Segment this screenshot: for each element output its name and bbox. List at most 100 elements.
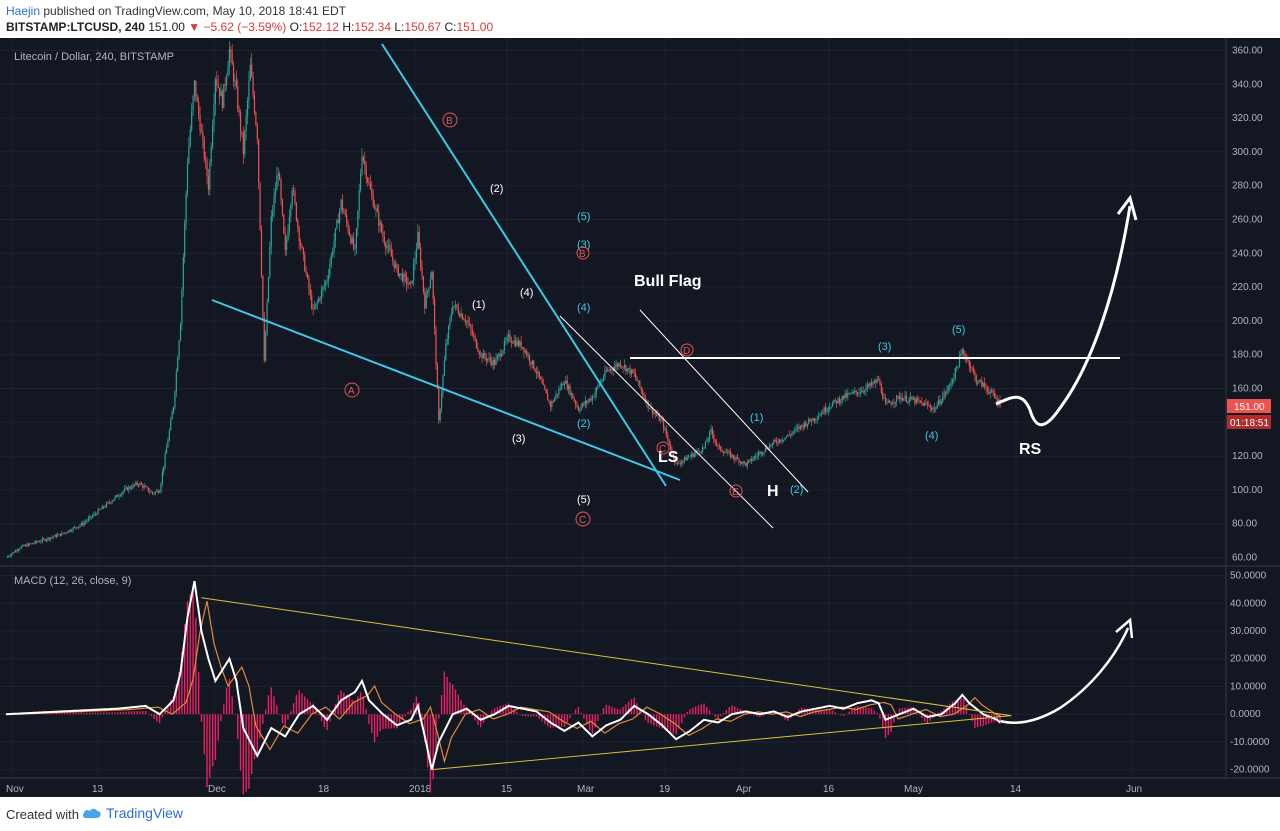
macd-histogram-bar [161, 714, 164, 718]
candle-body [778, 439, 781, 443]
candle-body [932, 408, 934, 410]
candle-body [178, 340, 180, 358]
macd-histogram-bar [870, 708, 873, 715]
macd-histogram-bar [516, 711, 518, 715]
candle-body [428, 287, 430, 291]
candle-body [771, 442, 774, 446]
macd-histogram-bar [351, 699, 353, 715]
macd-histogram-bar [895, 713, 898, 715]
macd-histogram-bar [460, 699, 462, 715]
candle-body [661, 419, 663, 421]
candle-body [418, 231, 420, 248]
candle-body [678, 462, 680, 464]
candle-body [129, 486, 131, 489]
candle-body [212, 125, 214, 148]
candle-body [10, 553, 13, 556]
candle-body [573, 398, 575, 401]
candle-body [196, 97, 198, 102]
candle-body [480, 353, 482, 355]
candle-body [420, 247, 422, 267]
macd-histogram-bar [960, 695, 962, 715]
candle-body [555, 394, 557, 398]
macd-histogram-bar [273, 696, 275, 715]
macd-histogram-bar [521, 714, 524, 717]
countdown-badge-text: 01:18:51 [1230, 418, 1269, 429]
wave-cyan-1: (1) [750, 412, 763, 424]
chart-area[interactable]: 60.0080.00100.00120.00140.00160.00180.00… [0, 38, 1280, 797]
chart-canvas[interactable]: 60.0080.00100.00120.00140.00160.00180.00… [0, 38, 1280, 797]
time-tick-label: 16 [823, 784, 835, 795]
candle-body [547, 393, 549, 401]
candle-body [981, 380, 983, 387]
price-tick-label: 180.00 [1232, 350, 1263, 361]
candle-body [193, 80, 196, 97]
author-link[interactable]: Haejin [6, 4, 41, 18]
candle-body [953, 378, 955, 380]
macd-histogram-bar [61, 712, 63, 715]
macd-histogram-bar [323, 714, 326, 728]
candle-body [422, 276, 425, 292]
macd-histogram-bar [100, 712, 102, 715]
candle-body [132, 484, 134, 489]
macd-histogram-bar [91, 712, 94, 715]
macd-histogram-bar [577, 707, 580, 715]
candle-body [968, 360, 970, 367]
macd-histogram-bar [627, 701, 630, 715]
candle-body [566, 380, 568, 390]
candle-body [294, 191, 296, 203]
candle-body [777, 442, 779, 444]
candle-body [979, 380, 982, 381]
candle-body [738, 458, 740, 463]
label-head: H [767, 483, 779, 500]
candle-body [815, 419, 817, 421]
candle-body [157, 490, 159, 493]
wave-white-4: (4) [520, 287, 533, 299]
candle-body [679, 463, 681, 465]
candle-body [662, 420, 665, 429]
macd-tick-label: 40.0000 [1230, 598, 1267, 609]
tradingview-brand[interactable]: TradingView [82, 805, 183, 821]
candle-body [688, 456, 690, 458]
macd-histogram-bar [597, 714, 599, 721]
macd-histogram-bar [128, 711, 130, 715]
price-tick-label: 120.00 [1232, 451, 1263, 462]
candle-body [237, 86, 239, 110]
candle-body [601, 380, 603, 382]
macd-histogram-bar [449, 682, 451, 715]
candle-body [722, 451, 725, 454]
candle-body [446, 338, 448, 345]
candle-body [873, 380, 875, 383]
candle-body [671, 449, 673, 452]
snapshot-header: Haejin published on TradingView.com, May… [0, 0, 1280, 38]
candle-body [9, 555, 11, 557]
candle-body [868, 384, 870, 387]
candle-body [636, 378, 638, 382]
candle-body [206, 160, 208, 177]
candle-body [654, 412, 656, 414]
candle-body [390, 250, 392, 257]
candle-body [660, 419, 662, 421]
candle-body [168, 430, 170, 441]
candle-body [373, 206, 376, 209]
candle-body [20, 546, 22, 549]
candle-body [330, 254, 332, 265]
candle-body [935, 407, 937, 409]
candle-body [674, 457, 676, 463]
macd-histogram-bar [147, 713, 150, 715]
macd-histogram-bar [466, 707, 468, 715]
macd-histogram-bar [630, 699, 633, 715]
macd-histogram-bar [918, 714, 920, 715]
macd-histogram-bar [834, 712, 836, 715]
candle-body [235, 80, 237, 87]
candle-body [917, 398, 919, 401]
candle-body [54, 534, 56, 537]
candle-body [664, 428, 666, 430]
candle-body [323, 285, 325, 288]
time-tick-label: 18 [318, 784, 330, 795]
candle-body [494, 360, 496, 366]
macd-histogram-bar [270, 687, 272, 715]
macd-histogram-bar [287, 714, 289, 720]
macd-histogram-bar [66, 712, 69, 715]
candle-body [586, 400, 588, 403]
macd-histogram-bar [359, 692, 362, 715]
